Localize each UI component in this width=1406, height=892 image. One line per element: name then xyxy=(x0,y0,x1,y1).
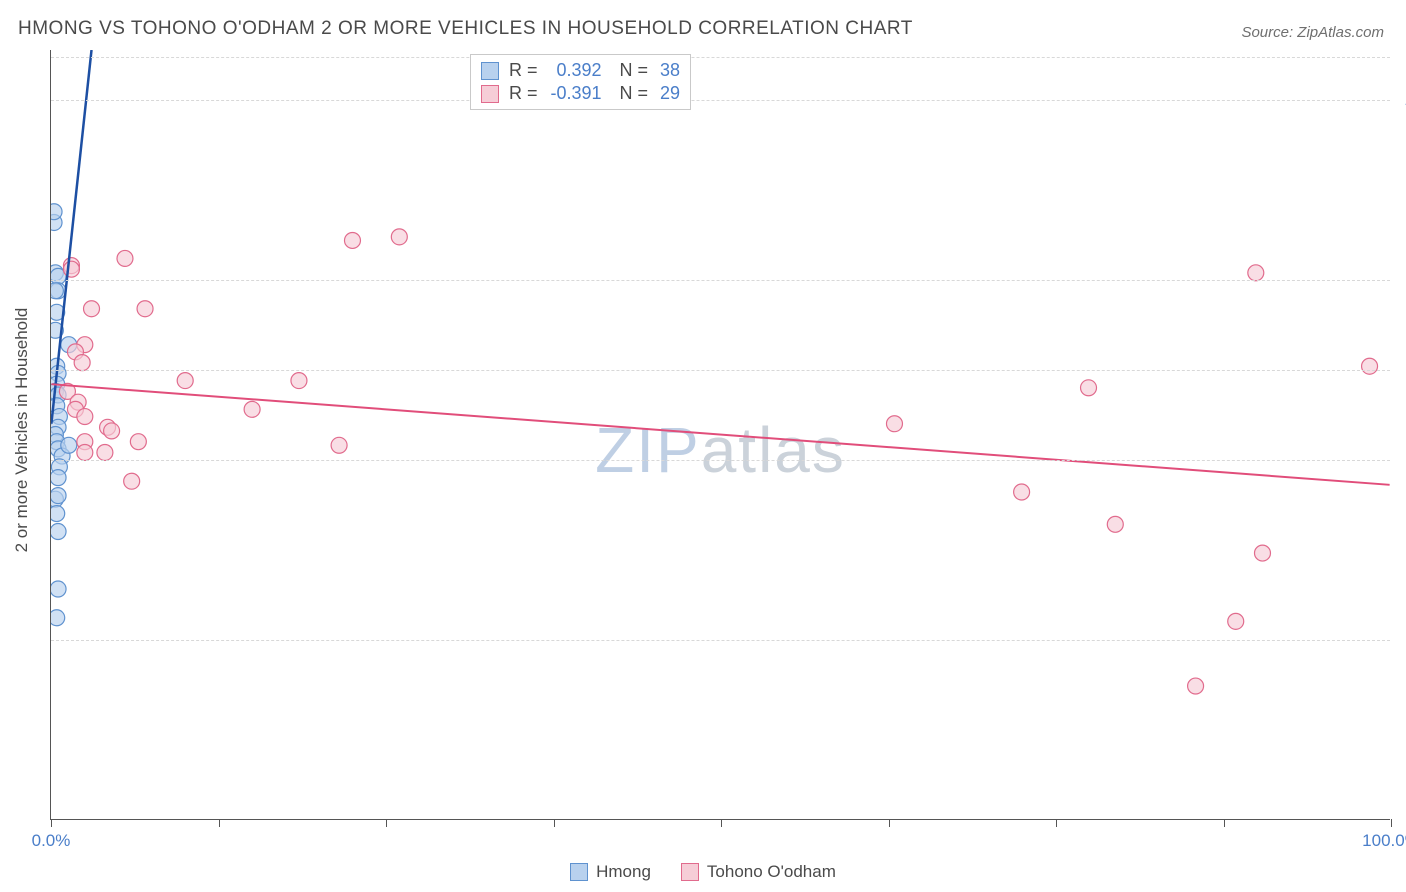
swatch-tohono xyxy=(481,85,499,103)
stats-box: R = 0.392 N = 38 R = -0.391 N = 29 xyxy=(470,54,691,110)
chart-container: HMONG VS TOHONO O'ODHAM 2 OR MORE VEHICL… xyxy=(0,0,1406,892)
legend-item-hmong: Hmong xyxy=(570,862,651,882)
r-label: R = xyxy=(509,83,538,104)
watermark: ZIPatlas xyxy=(595,413,846,487)
r-label: R = xyxy=(509,60,538,81)
y-tick-label: 100.0% xyxy=(1402,90,1406,110)
stats-row-tohono: R = -0.391 N = 29 xyxy=(481,82,680,105)
stats-row-hmong: R = 0.392 N = 38 xyxy=(481,59,680,82)
x-tick-label: 100.0% xyxy=(1362,831,1406,851)
y-tick-label: 25.0% xyxy=(1402,630,1406,650)
plot-area: ZIPatlas 25.0%50.0%75.0%100.0%0.0%100.0% xyxy=(50,50,1390,820)
n-value-tohono: 29 xyxy=(660,83,680,104)
legend-swatch-hmong xyxy=(570,863,588,881)
x-tick-label: 0.0% xyxy=(32,831,71,851)
legend-swatch-tohono xyxy=(681,863,699,881)
n-label: N = xyxy=(620,60,649,81)
source-attribution: Source: ZipAtlas.com xyxy=(1241,24,1384,41)
y-tick-label: 50.0% xyxy=(1402,450,1406,470)
y-axis-label: 2 or more Vehicles in Household xyxy=(12,308,32,553)
r-value-hmong: 0.392 xyxy=(546,60,602,81)
chart-title: HMONG VS TOHONO O'ODHAM 2 OR MORE VEHICL… xyxy=(18,18,913,40)
y-tick-label: 75.0% xyxy=(1402,270,1406,290)
swatch-hmong xyxy=(481,62,499,80)
legend-item-tohono: Tohono O'odham xyxy=(681,862,836,882)
legend-label-tohono: Tohono O'odham xyxy=(707,862,836,882)
n-label: N = xyxy=(620,83,649,104)
svg-overlay xyxy=(51,50,1390,819)
bottom-legend: Hmong Tohono O'odham xyxy=(0,862,1406,882)
r-value-tohono: -0.391 xyxy=(546,83,602,104)
n-value-hmong: 38 xyxy=(660,60,680,81)
legend-label-hmong: Hmong xyxy=(596,862,651,882)
